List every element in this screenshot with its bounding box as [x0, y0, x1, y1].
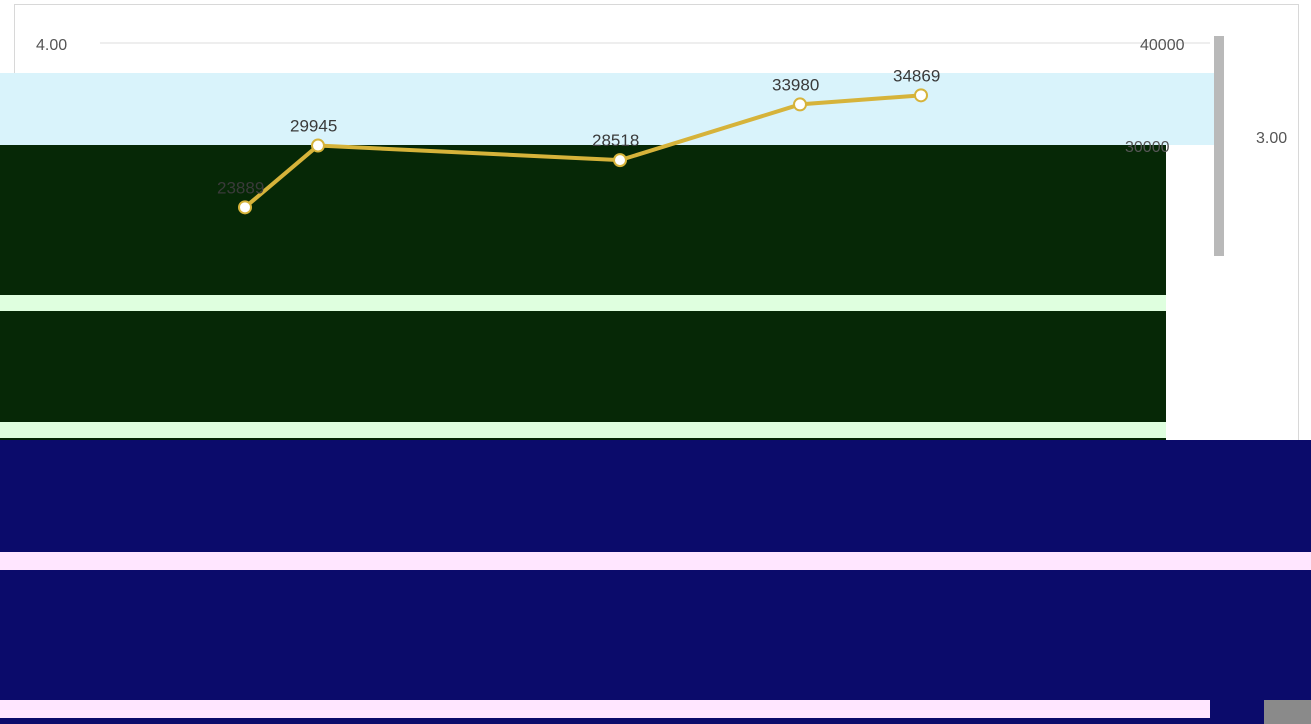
right-tick-40000: 40000 — [1140, 37, 1185, 54]
scrollbar-vertical[interactable] — [1214, 36, 1224, 256]
data-label: 28518 — [592, 131, 639, 150]
far-right-tick-3: 3.00 — [1256, 130, 1287, 147]
data-point[interactable] — [311, 138, 325, 153]
band-light — [0, 73, 1218, 145]
data-point[interactable] — [793, 97, 807, 112]
data-point[interactable] — [914, 88, 928, 103]
data-label: 23889 — [217, 178, 264, 197]
band-navy — [0, 440, 1311, 724]
left-tick-4: 4.00 — [36, 37, 67, 54]
data-point[interactable] — [613, 153, 627, 168]
data-label: 34869 — [893, 66, 940, 85]
stripe-1 — [0, 295, 1166, 311]
stripe-pink-2 — [0, 700, 1210, 718]
data-label: 29945 — [290, 117, 337, 136]
right-tick-30000: 30000 — [1125, 139, 1170, 156]
data-label: 33980 — [772, 75, 819, 94]
band-dark — [0, 145, 1166, 477]
stripe-2 — [0, 422, 1166, 438]
data-point[interactable] — [238, 200, 252, 215]
stripe-pink-1 — [0, 552, 1311, 570]
series-line — [243, 93, 922, 209]
corner-block — [1264, 700, 1311, 724]
